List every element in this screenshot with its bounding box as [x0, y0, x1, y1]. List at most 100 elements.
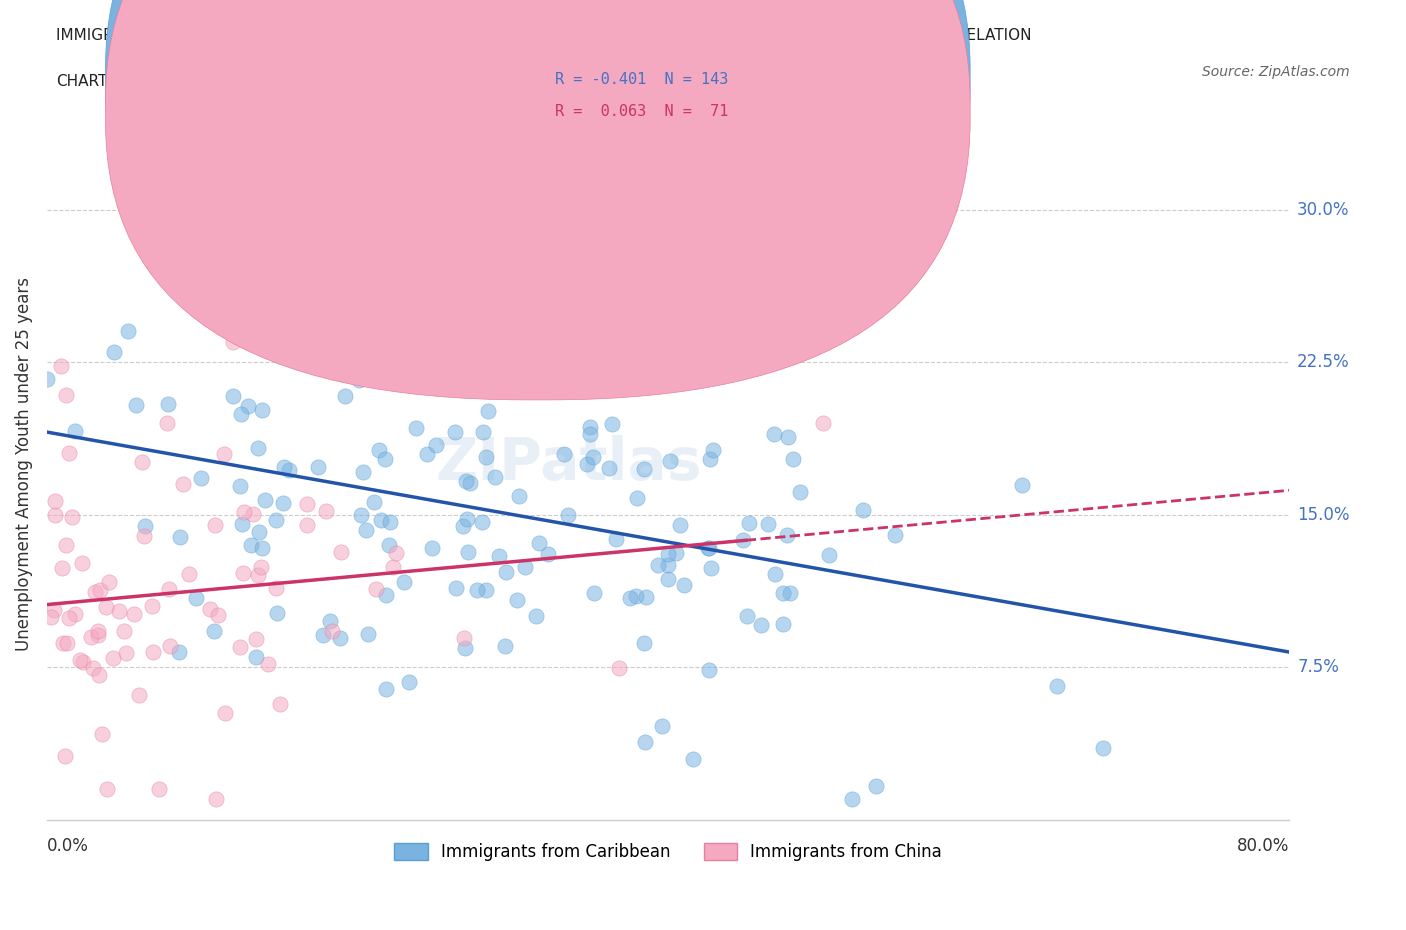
Point	[157, 581, 180, 596]
Point	[488, 549, 510, 564]
Point	[266, 605, 288, 620]
Point	[405, 420, 427, 435]
Point	[382, 560, 405, 575]
Point	[312, 628, 335, 643]
Point	[245, 649, 267, 664]
Point	[718, 284, 741, 299]
Point	[250, 403, 273, 418]
Point	[184, 298, 207, 312]
Point	[471, 515, 494, 530]
Point	[72, 655, 94, 670]
Point	[477, 404, 499, 418]
Point	[380, 514, 402, 529]
Point	[87, 628, 110, 643]
Point	[446, 581, 468, 596]
Point	[789, 485, 811, 499]
Point	[51, 359, 73, 374]
Point	[763, 566, 786, 581]
Point	[1046, 679, 1069, 694]
Point	[598, 346, 620, 361]
Point	[80, 630, 103, 644]
Point	[657, 557, 679, 572]
Point	[475, 583, 498, 598]
Point	[657, 547, 679, 562]
Point	[214, 705, 236, 720]
Point	[657, 572, 679, 587]
Point	[55, 388, 77, 403]
Point	[307, 460, 329, 475]
Point	[494, 638, 516, 653]
Point	[156, 416, 179, 431]
Point	[665, 546, 688, 561]
Point	[377, 538, 399, 552]
Point	[353, 465, 375, 480]
Point	[167, 644, 190, 659]
Point	[204, 518, 226, 533]
Point	[63, 606, 86, 621]
Point	[647, 558, 669, 573]
Text: CHART: CHART	[56, 74, 108, 89]
Point	[619, 591, 641, 605]
Point	[295, 517, 318, 532]
Point	[333, 389, 356, 404]
Point	[527, 536, 550, 551]
Point	[457, 544, 479, 559]
Point	[697, 541, 720, 556]
Point	[444, 425, 467, 440]
Point	[239, 538, 262, 552]
Point	[128, 687, 150, 702]
Point	[697, 662, 720, 677]
Point	[565, 365, 588, 380]
Point	[52, 635, 75, 650]
Point	[44, 508, 66, 523]
Point	[375, 682, 398, 697]
Point	[495, 565, 517, 579]
Point	[557, 508, 579, 523]
Point	[39, 609, 62, 624]
Point	[697, 540, 720, 555]
Point	[735, 608, 758, 623]
Point	[96, 782, 118, 797]
Point	[607, 660, 630, 675]
Point	[60, 510, 83, 525]
Point	[190, 470, 212, 485]
Point	[72, 555, 94, 570]
Point	[35, 371, 58, 386]
Point	[117, 324, 139, 339]
Point	[122, 606, 145, 621]
Point	[131, 454, 153, 469]
Point	[242, 507, 264, 522]
Point	[633, 462, 655, 477]
Point	[232, 565, 254, 580]
Point	[172, 476, 194, 491]
Point	[454, 641, 477, 656]
Point	[451, 519, 474, 534]
Point	[205, 791, 228, 806]
Point	[605, 532, 627, 547]
Point	[273, 496, 295, 511]
Point	[363, 495, 385, 510]
Point	[142, 644, 165, 659]
Point	[357, 627, 380, 642]
Point	[55, 538, 77, 552]
Point	[84, 584, 107, 599]
Point	[86, 624, 108, 639]
Point	[700, 561, 723, 576]
Point	[779, 586, 801, 601]
Point	[246, 440, 269, 455]
Point	[246, 568, 269, 583]
Point	[330, 544, 353, 559]
Point	[315, 263, 337, 278]
Point	[115, 645, 138, 660]
Point	[253, 493, 276, 508]
Point	[231, 516, 253, 531]
Point	[245, 631, 267, 646]
Point	[202, 624, 225, 639]
Point	[169, 530, 191, 545]
Point	[156, 396, 179, 411]
Point	[884, 527, 907, 542]
Point	[134, 519, 156, 534]
Point	[756, 516, 779, 531]
Point	[198, 602, 221, 617]
Point	[465, 583, 488, 598]
